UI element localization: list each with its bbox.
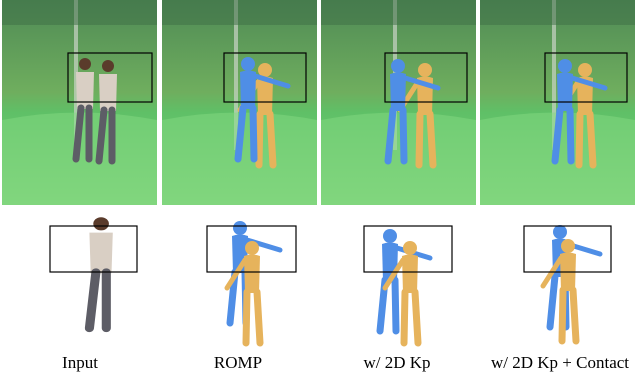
caption: w/ 2D Kp xyxy=(363,353,430,372)
panel-input xyxy=(2,0,157,205)
panel-2dkp xyxy=(321,0,476,205)
caption: w/ 2D Kp + Contact xyxy=(491,353,629,372)
caption: ROMP xyxy=(214,353,262,372)
person xyxy=(89,217,112,328)
panel-contact xyxy=(480,0,635,205)
figure: Input ROMP w/ 2D Kp w/ 2D Kp + Contact xyxy=(0,0,642,381)
closeups xyxy=(50,217,611,343)
caption: Input xyxy=(62,353,98,372)
panel-romp xyxy=(162,0,317,205)
